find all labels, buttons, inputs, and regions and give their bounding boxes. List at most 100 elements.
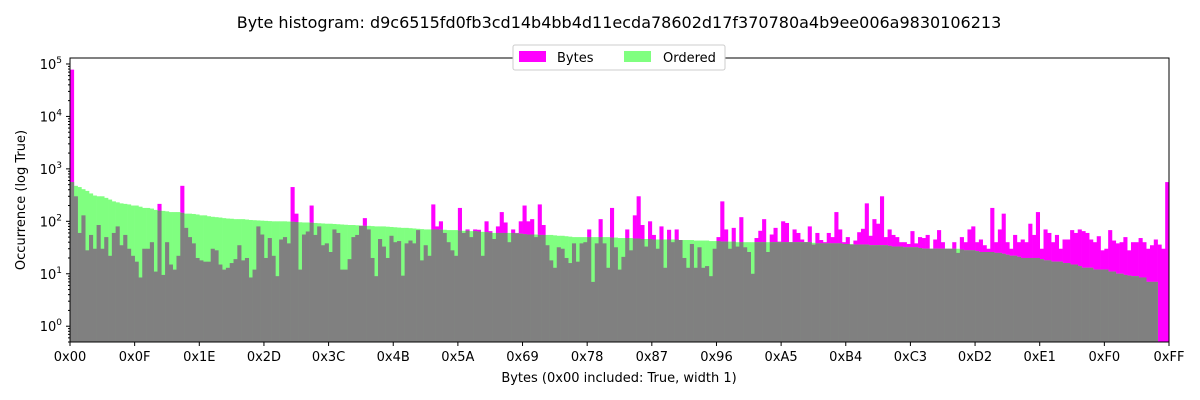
- bar-overlap: [241, 260, 246, 342]
- bar-overlap: [96, 225, 101, 342]
- bar-overlap: [1073, 264, 1079, 342]
- bar-overlap: [70, 182, 75, 342]
- bar-overlap: [1058, 261, 1063, 342]
- bar-overlap: [689, 243, 694, 342]
- bar-overlap: [446, 242, 451, 342]
- bar-overlap: [899, 246, 904, 342]
- bar-overlap: [423, 245, 428, 342]
- bar-overlap: [469, 237, 474, 342]
- bar-overlap: [119, 245, 124, 342]
- x-tick-label: 0x87: [636, 350, 669, 365]
- bar-overlap: [800, 242, 805, 342]
- bar-overlap: [864, 244, 869, 342]
- bar-overlap: [1138, 277, 1143, 342]
- bar-overlap: [841, 243, 847, 342]
- bar-overlap: [492, 239, 497, 342]
- bar-overlap: [1115, 273, 1120, 342]
- bar-overlap: [138, 277, 143, 342]
- bar-overlap: [210, 248, 215, 342]
- bar-overlap: [435, 229, 440, 342]
- bar-overlap: [792, 242, 797, 342]
- bar-overlap: [229, 263, 234, 342]
- bar-overlap: [663, 267, 668, 342]
- bar-overlap: [803, 242, 809, 342]
- bar-overlap: [552, 267, 558, 342]
- x-tick-label: 0x2D: [247, 350, 281, 365]
- bar-overlap: [248, 277, 253, 342]
- bar-overlap: [811, 244, 816, 342]
- bar-overlap: [431, 229, 436, 342]
- bar-overlap: [1127, 275, 1132, 342]
- bar-overlap: [872, 245, 877, 342]
- bar-overlap: [359, 225, 364, 342]
- bar-overlap: [667, 239, 672, 342]
- bar-overlap: [902, 247, 907, 342]
- bar-overlap: [830, 243, 835, 342]
- bar-overlap: [1146, 281, 1151, 342]
- bar-overlap: [233, 259, 238, 342]
- bar-overlap: [743, 247, 748, 342]
- bar-overlap: [944, 248, 949, 342]
- bar-overlap: [108, 255, 113, 342]
- bar-overlap: [1096, 269, 1101, 342]
- bar-overlap: [130, 255, 135, 342]
- bar-overlap: [362, 225, 367, 342]
- bar-overlap: [705, 266, 710, 342]
- bar-overlap: [750, 273, 755, 342]
- bar-overlap: [142, 248, 147, 342]
- y-tick-label: 101: [40, 266, 62, 283]
- bar-overlap: [1134, 276, 1139, 342]
- bar-overlap: [191, 243, 196, 342]
- bar-overlap: [990, 252, 995, 342]
- legend: Bytes Ordered: [512, 44, 726, 71]
- bar-overlap: [389, 235, 394, 342]
- bar-overlap: [670, 242, 675, 342]
- bar-overlap: [640, 239, 645, 342]
- bar-overlap: [127, 248, 132, 342]
- bar-overlap: [343, 269, 348, 342]
- bar-overlap: [180, 212, 185, 342]
- bar-overlap: [92, 248, 97, 342]
- bar-overlap: [1001, 253, 1006, 342]
- bar-ordered: [138, 206, 143, 342]
- bar-overlap: [606, 267, 611, 342]
- bar-overlap: [887, 245, 892, 342]
- bar-overlap: [834, 243, 839, 342]
- bar-overlap: [320, 245, 326, 342]
- bar-overlap: [294, 222, 299, 342]
- bar-overlap: [457, 230, 462, 342]
- bar-overlap: [568, 263, 573, 342]
- bar-overlap: [298, 269, 303, 342]
- bar-bytes: [1161, 248, 1166, 342]
- bar-overlap: [157, 210, 162, 342]
- bar-overlap: [617, 269, 622, 342]
- bar-overlap: [625, 238, 630, 342]
- bar-overlap: [518, 233, 523, 342]
- bar-overlap: [632, 238, 637, 342]
- x-tick-label: 0x4B: [377, 350, 410, 365]
- bar-overlap: [986, 252, 991, 342]
- bar-overlap: [602, 243, 607, 342]
- bar-overlap: [488, 232, 493, 342]
- bar-overlap: [822, 243, 828, 342]
- bar-overlap: [838, 243, 843, 342]
- bar-overlap: [876, 245, 881, 342]
- bar-overlap: [788, 242, 793, 342]
- y-axis-label: Occurrence (log True): [14, 130, 29, 270]
- bar-overlap: [648, 239, 653, 342]
- bar-overlap: [1009, 255, 1014, 342]
- bar-overlap: [819, 243, 824, 342]
- bar-overlap: [971, 250, 976, 342]
- bar-overlap: [746, 252, 751, 342]
- legend-label-ordered: Ordered: [663, 51, 716, 66]
- x-tick-label: 0x00: [54, 350, 87, 365]
- bar-overlap: [545, 245, 550, 342]
- bar-overlap: [784, 242, 790, 342]
- bar-overlap: [244, 257, 250, 342]
- overlap-bars: [70, 182, 1158, 342]
- bar-overlap: [720, 241, 725, 342]
- bar-overlap: [355, 234, 360, 342]
- x-tick-label: 0x78: [571, 350, 604, 365]
- x-tick-label: 0xD2: [958, 350, 992, 365]
- bar-overlap: [754, 242, 759, 342]
